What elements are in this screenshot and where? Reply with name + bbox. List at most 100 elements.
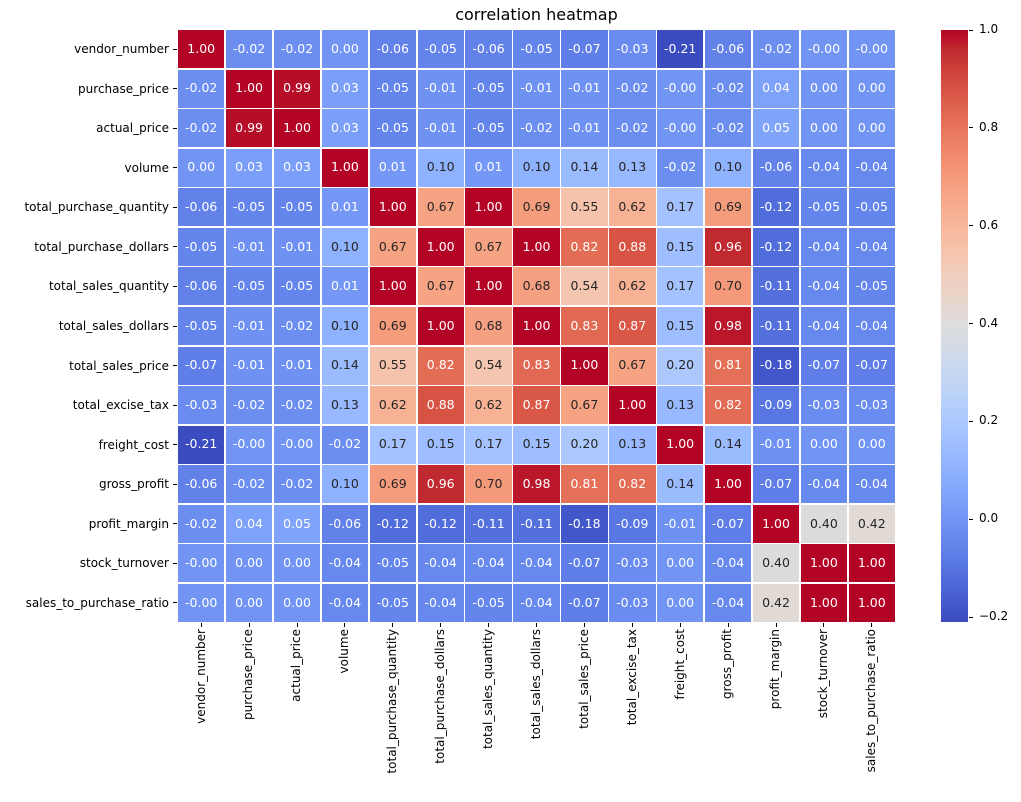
heatmap-cell: -0.05	[800, 188, 848, 227]
heatmap-cell: -0.12	[417, 504, 464, 543]
heatmap-cell: -0.04	[848, 148, 895, 187]
heatmap-cell: 0.62	[609, 267, 656, 306]
heatmap-cell: 0.10	[704, 148, 752, 187]
heatmap-cell: 0.88	[417, 386, 464, 425]
heatmap-cell: 0.55	[561, 188, 608, 227]
heatmap-cell: 1.00	[609, 386, 656, 425]
heatmap-cell: -0.11	[752, 267, 800, 306]
heatmap-cell: -0.02	[513, 109, 560, 148]
y-tick-label: gross_profit	[98, 477, 169, 492]
heatmap-cell: 0.00	[657, 544, 704, 583]
heatmap-cell: -0.03	[609, 30, 656, 69]
heatmap-cell: 0.00	[225, 544, 273, 583]
heatmap-cell: 0.67	[561, 386, 608, 425]
heatmap-cell: -0.04	[800, 306, 848, 346]
y-tick-mark	[173, 404, 177, 406]
x-tick-label: stock_turnover	[816, 629, 831, 719]
heatmap-cell: 0.99	[273, 69, 321, 108]
heatmap-cell: 0.62	[609, 188, 656, 227]
colorbar-tick-label: 0.8	[979, 119, 999, 134]
heatmap-cell: -0.04	[465, 544, 512, 583]
heatmap-cell: 0.67	[609, 346, 656, 385]
heatmap-cell: 0.17	[465, 425, 512, 464]
heatmap-cell: 0.68	[513, 267, 560, 306]
heatmap-cell: -0.02	[752, 30, 800, 69]
heatmap-cell: -0.05	[369, 109, 416, 148]
heatmap-cell: 0.96	[704, 227, 752, 266]
heatmap-cell: 0.00	[273, 583, 321, 622]
heatmap-cell: -0.04	[513, 583, 560, 622]
heatmap-cell: 0.88	[609, 227, 656, 266]
heatmap-cell: 0.96	[417, 465, 464, 504]
heatmap-cell: -0.04	[704, 583, 752, 622]
colorbar-tick-mark	[969, 616, 973, 618]
y-tick-label: profit_margin	[88, 516, 169, 531]
heatmap-cell: 0.00	[800, 425, 848, 464]
heatmap-cell: -0.01	[513, 69, 560, 108]
heatmap-cell: -0.03	[609, 544, 656, 583]
heatmap-cell: 0.10	[417, 148, 464, 187]
heatmap-cell: -0.03	[848, 386, 895, 425]
x-tick-label: volume	[337, 629, 352, 674]
heatmap-cell: 1.00	[225, 69, 273, 108]
heatmap-cell: -0.04	[704, 544, 752, 583]
heatmap-cell: 0.82	[609, 465, 656, 504]
x-tick-mark	[871, 623, 873, 627]
y-tick-label: volume	[124, 160, 169, 175]
heatmap-cell: 0.82	[561, 227, 608, 266]
heatmap-cell: 1.00	[848, 583, 895, 622]
heatmap-cell: -0.00	[657, 109, 704, 148]
colorbar-tick-label: 0.6	[979, 217, 999, 232]
heatmap-cell: -0.05	[369, 583, 416, 622]
heatmap-cell: -0.05	[465, 109, 512, 148]
heatmap-cell: -0.01	[225, 306, 273, 346]
heatmap-cell: 0.81	[561, 465, 608, 504]
heatmap-cell: 0.87	[609, 306, 656, 346]
heatmap-cell: -0.02	[657, 148, 704, 187]
heatmap-cell: -0.01	[417, 69, 464, 108]
heatmap-cell: 0.00	[273, 544, 321, 583]
x-tick-mark	[727, 623, 729, 627]
heatmap-cell: 0.69	[704, 188, 752, 227]
y-tick-label: sales_to_purchase_ratio	[25, 595, 169, 610]
heatmap-cell: -0.00	[178, 583, 225, 622]
heatmap-cell: 0.69	[369, 306, 416, 346]
heatmap-cell: 0.14	[561, 148, 608, 187]
heatmap-cell: -0.01	[561, 69, 608, 108]
heatmap-cell: -0.11	[465, 504, 512, 543]
heatmap-cell: -0.09	[752, 386, 800, 425]
y-tick-mark	[173, 48, 177, 50]
heatmap-cell: 0.81	[704, 346, 752, 385]
x-tick-label: actual_price	[289, 629, 304, 702]
heatmap-cell: -0.01	[273, 346, 321, 385]
heatmap-cell: 0.98	[704, 306, 752, 346]
y-tick-label: vendor_number	[74, 42, 169, 57]
heatmap-cell: -0.21	[657, 30, 704, 69]
heatmap-cell: -0.06	[178, 188, 225, 227]
heatmap-cell: -0.02	[273, 306, 321, 346]
colorbar-tick-mark	[969, 420, 973, 422]
heatmap-cell: 1.00	[513, 227, 560, 266]
heatmap-cell: 1.00	[848, 544, 895, 583]
y-tick-label: total_sales_quantity	[48, 279, 169, 294]
x-tick-mark	[679, 623, 681, 627]
heatmap-cell: -0.03	[609, 583, 656, 622]
heatmap-cell: -0.01	[225, 227, 273, 266]
heatmap-cell: 0.15	[417, 425, 464, 464]
x-tick-mark	[536, 623, 537, 627]
heatmap-cell: -0.02	[225, 30, 273, 69]
x-tick-mark	[823, 623, 825, 627]
heatmap-cell: 0.87	[513, 386, 560, 425]
heatmap-cell: 0.62	[369, 386, 416, 425]
heatmap-cell: 0.05	[273, 504, 321, 543]
heatmap-cell: 1.00	[800, 544, 848, 583]
y-tick-label: total_sales_dollars	[58, 319, 169, 333]
heatmap-cell: -0.04	[800, 148, 848, 187]
heatmap-cell: 0.17	[657, 188, 704, 227]
heatmap-cell: 1.00	[752, 504, 800, 543]
heatmap-cell: 0.83	[561, 306, 608, 346]
heatmap-cell: -0.02	[609, 109, 656, 148]
y-tick-mark	[173, 127, 177, 129]
y-tick-mark	[173, 167, 177, 169]
heatmap-cell: -0.06	[369, 30, 416, 69]
